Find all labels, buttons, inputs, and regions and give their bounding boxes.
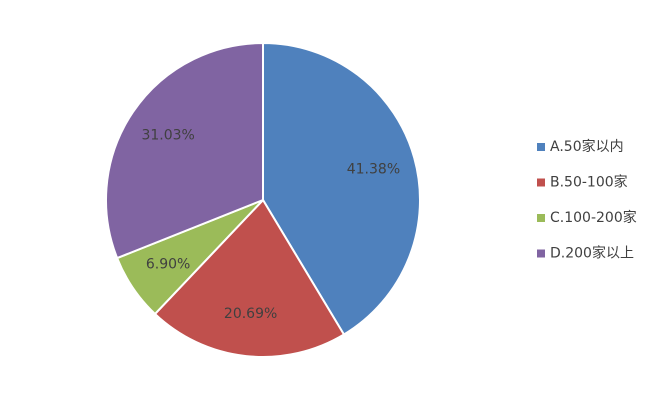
legend-swatch (537, 249, 545, 258)
pie-slice (105, 41, 264, 260)
legend-swatch (537, 214, 545, 222)
data-label: 41.38% (347, 161, 400, 177)
legend-swatch (537, 178, 545, 187)
data-label: 6.90% (146, 256, 190, 272)
legend-label: C.100-200家 (550, 209, 637, 226)
legend-label: A.50家以内 (550, 138, 624, 155)
data-label: 20.69% (224, 306, 277, 322)
pie-slice (153, 198, 346, 358)
legend-label: B.50-100家 (550, 174, 628, 191)
legend-label: D.200家以上 (550, 245, 634, 262)
data-label: 31.03% (141, 128, 194, 144)
pie-slice (262, 41, 421, 336)
legend-swatch (537, 143, 545, 151)
